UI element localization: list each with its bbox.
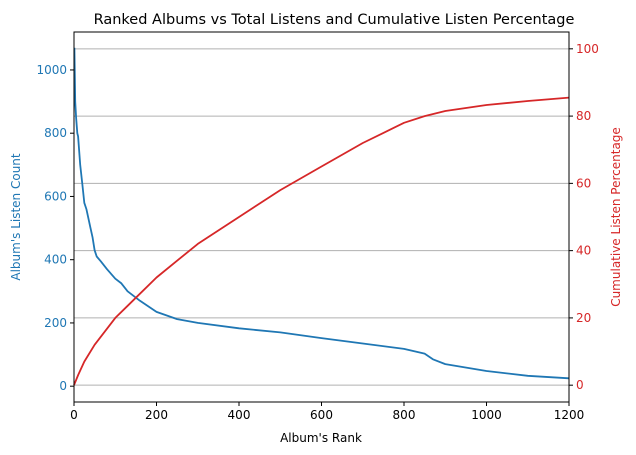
grid-lines xyxy=(74,48,569,386)
y-left-tick-label: 200 xyxy=(44,316,67,330)
y-right-axis-ticks: 0 20 40 60 80 100 xyxy=(569,42,599,392)
y-left-tick-label: 600 xyxy=(44,189,67,203)
y-left-axis-label: Album's Listen Count xyxy=(9,153,23,281)
x-tick-label: 600 xyxy=(310,408,333,422)
y-right-axis-label: Cumulative Listen Percentage xyxy=(609,127,623,307)
y-left-tick-label: 400 xyxy=(44,253,67,267)
y-left-axis-ticks: 0 200 400 600 800 1000 xyxy=(36,63,74,393)
x-tick-label: 200 xyxy=(145,408,168,422)
y-right-tick-label: 20 xyxy=(576,311,591,325)
plot-frame xyxy=(73,31,570,403)
y-left-tick-label: 0 xyxy=(59,379,67,393)
plot-area xyxy=(73,47,570,386)
y-right-tick-label: 60 xyxy=(576,176,591,190)
x-tick-label: 1200 xyxy=(554,408,585,422)
y-right-tick-label: 100 xyxy=(576,42,599,56)
x-tick-label: 1000 xyxy=(471,408,502,422)
y-right-tick-label: 40 xyxy=(576,244,591,258)
x-tick-label: 0 xyxy=(70,408,78,422)
listen-count-line xyxy=(73,47,570,380)
x-tick-label: 800 xyxy=(393,408,416,422)
y-left-tick-label: 800 xyxy=(44,126,67,140)
y-right-tick-label: 80 xyxy=(576,109,591,123)
y-left-tick-label: 1000 xyxy=(36,63,67,77)
y-right-tick-label: 0 xyxy=(576,378,584,392)
x-tick-label: 400 xyxy=(228,408,251,422)
x-axis-label: Album's Rank xyxy=(280,431,362,445)
cumulative-percentage-line xyxy=(73,96,570,386)
chart-title: Ranked Albums vs Total Listens and Cumul… xyxy=(94,12,575,28)
x-axis-ticks: 0 200 400 600 800 1000 1200 xyxy=(70,402,584,422)
